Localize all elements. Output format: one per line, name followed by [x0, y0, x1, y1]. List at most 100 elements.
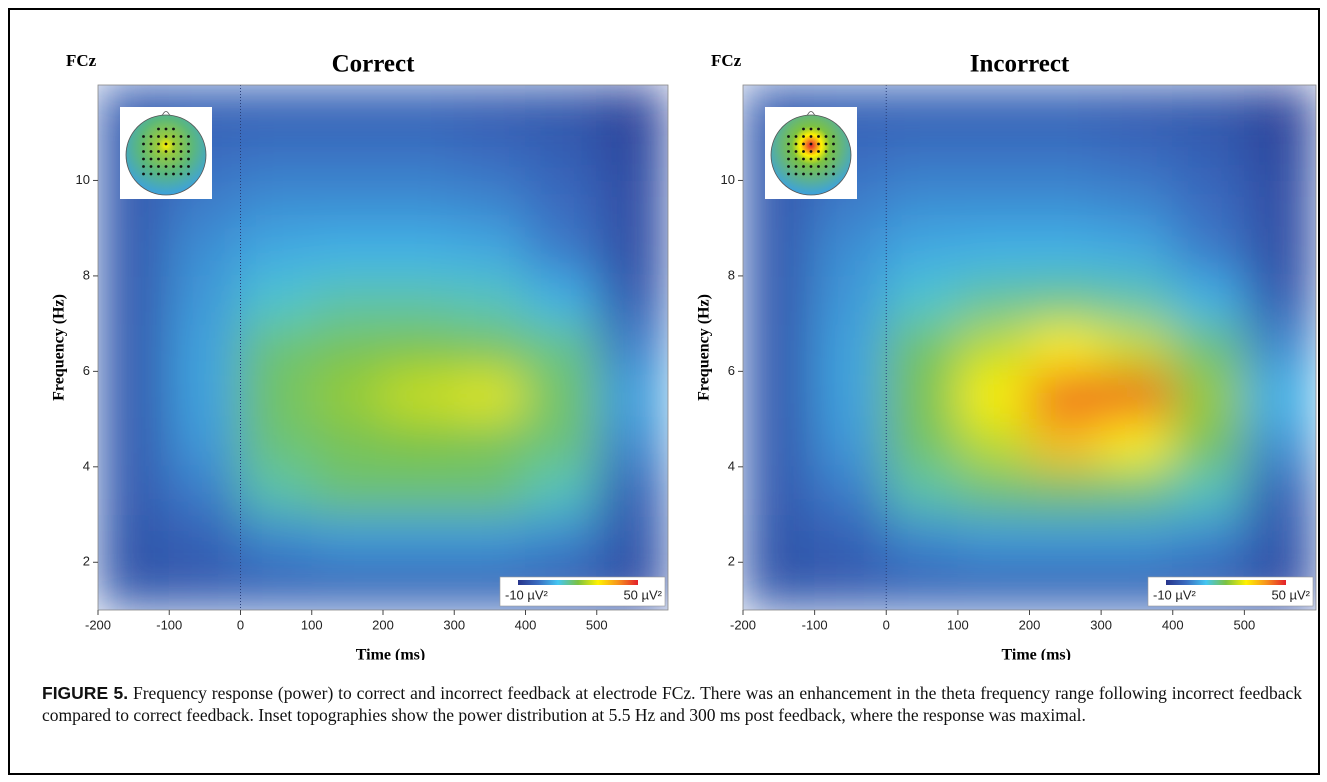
- electrode: [172, 135, 175, 138]
- electrode: [187, 158, 190, 161]
- heat-cell: [957, 466, 1030, 515]
- heat-cell: [1172, 275, 1245, 324]
- heat-cell: [240, 419, 312, 468]
- heat-cell: [886, 85, 959, 134]
- electrode: [180, 165, 183, 168]
- heat-cell: [957, 228, 1030, 277]
- electrode: [802, 165, 805, 168]
- colorbar-label: 50 µV²: [1271, 587, 1310, 602]
- electrode: [165, 173, 168, 176]
- heat-cell: [240, 514, 312, 563]
- electrode: [787, 150, 790, 153]
- electrode: [802, 158, 805, 161]
- heat-cell: [1244, 180, 1317, 229]
- heat-cell: [383, 275, 455, 324]
- heat-cell: [98, 466, 170, 515]
- heat-cell: [1101, 275, 1174, 324]
- electrode: [810, 128, 813, 131]
- heat-cell: [169, 466, 241, 515]
- electrode: [787, 135, 790, 138]
- colorbar: [518, 580, 638, 585]
- heat-cell: [957, 132, 1030, 181]
- heat-cell: [1244, 85, 1317, 134]
- x-axis-label: Time (ms): [1002, 647, 1071, 660]
- x-tick-label: -100: [802, 617, 828, 632]
- heat-cell: [743, 323, 816, 372]
- electrode: [825, 143, 828, 146]
- y-tick-label: 10: [76, 172, 90, 187]
- electrode: [795, 158, 798, 161]
- heat-cell: [1172, 180, 1245, 229]
- heat-cell: [169, 562, 241, 611]
- electrode: [810, 143, 813, 146]
- heat-cell: [596, 275, 668, 324]
- heat-cell: [743, 275, 816, 324]
- heat-cell: [525, 371, 597, 420]
- electrode: [802, 128, 805, 131]
- heat-cell: [1172, 85, 1245, 134]
- heat-cell: [743, 228, 816, 277]
- heat-cell: [454, 466, 526, 515]
- electrode: [802, 135, 805, 138]
- heat-cell: [383, 562, 455, 611]
- electrode: [787, 158, 790, 161]
- electrode: [810, 173, 813, 176]
- heat-cell: [311, 466, 383, 515]
- heat-cell: [311, 419, 383, 468]
- heat-cell: [240, 85, 312, 134]
- heat-cell: [98, 371, 170, 420]
- electrode: [832, 158, 835, 161]
- heat-cell: [596, 85, 668, 134]
- heat-cell: [1101, 371, 1174, 420]
- colorbar-label: -10 µV²: [1153, 587, 1197, 602]
- electrode: [150, 150, 153, 153]
- electrode: [165, 135, 168, 138]
- channel-label: FCz: [711, 51, 742, 70]
- y-tick-label: 2: [728, 554, 735, 569]
- heat-cell: [98, 419, 170, 468]
- heat-cell: [1029, 562, 1102, 611]
- heat-cell: [814, 562, 887, 611]
- x-tick-label: -100: [156, 617, 182, 632]
- chart-title: Correct: [332, 51, 415, 78]
- heat-cell: [383, 466, 455, 515]
- electrode: [795, 165, 798, 168]
- x-tick-label: 400: [1162, 617, 1184, 632]
- heat-cell: [525, 228, 597, 277]
- electrode: [187, 173, 190, 176]
- heat-cell: [454, 180, 526, 229]
- heat-cell: [596, 132, 668, 181]
- heat-cell: [169, 371, 241, 420]
- heat-cell: [596, 466, 668, 515]
- electrode: [172, 165, 175, 168]
- heat-cell: [383, 228, 455, 277]
- y-axis-label: Frequency (Hz): [696, 294, 713, 401]
- heat-cell: [240, 466, 312, 515]
- heat-cell: [1244, 323, 1317, 372]
- heat-cell: [957, 275, 1030, 324]
- heat-cell: [169, 514, 241, 563]
- heat-cell: [311, 514, 383, 563]
- x-tick-label: 500: [1234, 617, 1256, 632]
- heat-cell: [311, 323, 383, 372]
- electrode: [817, 150, 820, 153]
- y-tick-label: 10: [721, 172, 735, 187]
- heat-cell: [98, 228, 170, 277]
- heat-cell: [957, 85, 1030, 134]
- heat-cell: [525, 514, 597, 563]
- heat-cell: [596, 514, 668, 563]
- electrode: [810, 135, 813, 138]
- heat-cell: [525, 419, 597, 468]
- colorbar: [1166, 580, 1286, 585]
- heat-cell: [743, 562, 816, 611]
- electrode: [825, 165, 828, 168]
- electrode: [817, 173, 820, 176]
- heat-cell: [957, 180, 1030, 229]
- heat-cell: [454, 85, 526, 134]
- heat-cell: [1172, 132, 1245, 181]
- heat-cell: [525, 85, 597, 134]
- heat-cell: [1244, 228, 1317, 277]
- heat-cell: [383, 371, 455, 420]
- heat-cell: [886, 371, 959, 420]
- electrode: [142, 173, 145, 176]
